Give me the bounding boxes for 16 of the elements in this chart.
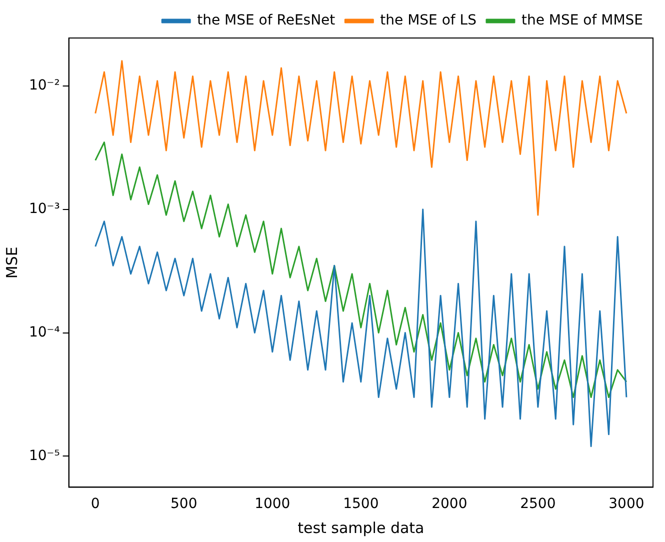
y-tick-label: 10⁻⁵ (28, 448, 60, 464)
x-axis-title: test sample data (298, 518, 424, 537)
x-tick-label: 1500 (343, 496, 379, 512)
legend-label: the MSE of ReEsNet (197, 12, 336, 29)
x-tick-label: 2500 (520, 496, 556, 512)
x-tick-label: 500 (170, 496, 198, 512)
x-tick-label: 3000 (608, 496, 644, 512)
x-tick-label: 0 (90, 496, 100, 512)
y-tick-label: 10⁻⁴ (28, 324, 60, 340)
x-tick-label: 1000 (254, 496, 290, 512)
y-axis-title: MSE (2, 246, 21, 279)
y-tick-label: 10⁻³ (28, 201, 60, 218)
x-tick-label: 2000 (432, 496, 468, 512)
legend-label: the MSE of LS (380, 12, 477, 29)
y-tick-label: 10⁻² (28, 78, 60, 94)
legend-label: the MSE of MMSE (521, 12, 644, 29)
